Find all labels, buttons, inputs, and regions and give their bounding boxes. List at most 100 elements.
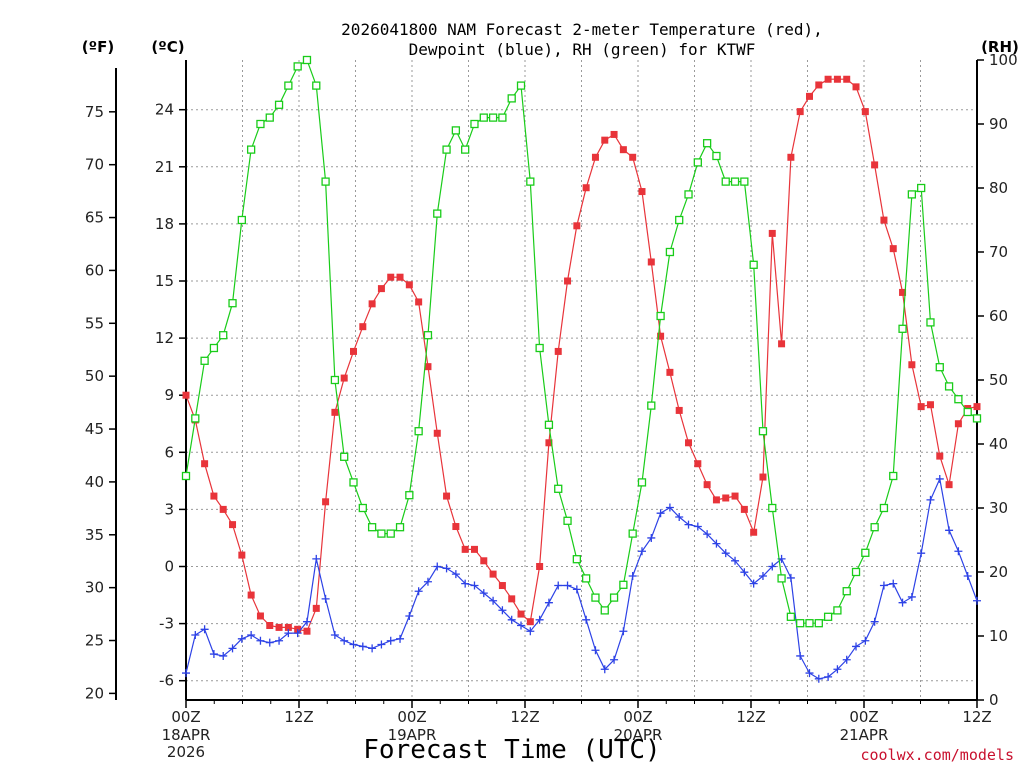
temperature-point <box>210 492 218 500</box>
rh-tick-label: 0 <box>989 691 999 709</box>
axes <box>115 60 978 701</box>
dewpoint-point <box>237 634 246 643</box>
rh-point <box>470 119 479 129</box>
x-tick-date: 18APR <box>162 726 211 744</box>
x-tick-label: 00Z <box>397 708 426 726</box>
rh-tick-label: 90 <box>989 115 1008 133</box>
celsius-tick-label: 12 <box>155 329 174 347</box>
fahrenheit-tick-label: 35 <box>85 526 104 544</box>
temperature-point <box>647 258 655 266</box>
rh-point <box>917 183 926 193</box>
dewpoint-point <box>796 651 805 660</box>
rh-point <box>563 516 572 525</box>
rh-point <box>675 215 684 225</box>
temperature-point <box>452 523 460 531</box>
dewpoint-point <box>945 526 954 535</box>
celsius-tick-label: -3 <box>159 615 174 633</box>
dewpoint-point <box>396 634 405 643</box>
temperature-point <box>712 496 720 504</box>
tick-labels: 24211815129630-3-67570656055504540353025… <box>85 51 1018 761</box>
rh-point <box>879 503 889 513</box>
rh-point <box>823 612 833 621</box>
dewpoint-point <box>628 572 637 581</box>
temperature-point <box>657 332 665 340</box>
temperature-point <box>685 439 693 447</box>
dewpoint-point <box>182 669 190 678</box>
rh-point <box>246 145 256 154</box>
temperature-point <box>619 146 627 154</box>
temperature-point <box>359 323 367 331</box>
temperature-point <box>340 374 348 382</box>
x-tick-date: 20APR <box>614 726 663 744</box>
celsius-tick-label: 24 <box>155 101 174 119</box>
dewpoint-point <box>191 631 200 640</box>
x-tick-label: 12Z <box>736 708 765 726</box>
dewpoint-point <box>907 592 916 601</box>
dewpoint-point <box>833 665 842 674</box>
rh-point <box>814 619 823 628</box>
rh-point <box>330 375 340 385</box>
temperature-point <box>889 245 897 253</box>
temperature-point <box>591 153 599 161</box>
dewpoint-point <box>591 646 600 655</box>
rh-point <box>498 113 507 122</box>
fahrenheit-tick-label: 50 <box>85 367 104 385</box>
rh-point <box>228 299 237 308</box>
rh-point <box>367 523 377 532</box>
temperature-point <box>266 622 274 630</box>
dewpoint-point <box>758 572 767 581</box>
temperature-point <box>219 505 227 513</box>
rh-point <box>302 55 312 65</box>
x-tick-year: 2026 <box>167 743 205 761</box>
temperature-point <box>973 403 981 411</box>
rh-point <box>358 503 367 513</box>
rh-point <box>451 126 461 135</box>
temperature-point <box>368 300 376 308</box>
rh-point <box>442 145 451 154</box>
rh-point <box>944 382 954 391</box>
dewpoint-point <box>572 585 581 594</box>
temperature-point <box>247 591 255 599</box>
dewpoint-point <box>507 615 516 624</box>
rh-point <box>693 158 702 167</box>
dewpoint-point <box>973 596 981 605</box>
temperature-point <box>787 153 795 161</box>
temperature-point <box>461 545 469 553</box>
temperature-point <box>768 229 776 237</box>
fahrenheit-unit-label: (ºF) <box>82 38 114 56</box>
x-tick-label: 00Z <box>849 708 878 726</box>
chart-title-line2: Dewpoint (blue), RH (green) for KTWF <box>409 40 756 59</box>
temperature-point <box>843 75 851 83</box>
temperature-point <box>908 361 916 369</box>
rh-point <box>889 471 898 481</box>
temperature-point <box>899 288 907 296</box>
celsius-tick-label: 15 <box>155 272 174 290</box>
rh-tick-label: 30 <box>989 499 1008 517</box>
dewpoint-point <box>544 598 553 607</box>
rh-point <box>861 548 870 557</box>
dewpoint-point <box>526 627 535 636</box>
rh-tick-label: 50 <box>989 371 1008 389</box>
temperature-point <box>238 551 246 559</box>
temperature-point <box>564 277 572 285</box>
fahrenheit-tick-label: 60 <box>85 261 104 279</box>
temperature-point <box>629 153 637 161</box>
temperature-point <box>917 403 925 411</box>
rh-point <box>321 177 330 186</box>
celsius-tick-label: 21 <box>155 158 174 176</box>
dewpoint-point <box>879 581 888 590</box>
dewpoint-point <box>610 655 619 664</box>
x-tick-label: 12Z <box>510 708 539 726</box>
dewpoint-point <box>265 638 274 647</box>
dewpoint-point <box>712 539 721 548</box>
temperature-point <box>396 273 404 281</box>
temperature-point <box>936 452 944 460</box>
temperature-point <box>470 545 478 553</box>
celsius-tick-label: 3 <box>164 500 174 518</box>
rh-point <box>777 574 786 583</box>
temperature-point <box>377 285 385 293</box>
temperature-point <box>759 473 767 481</box>
temperature-point <box>284 623 292 631</box>
dewpoint-point <box>917 549 926 558</box>
dewpoint-point <box>600 665 609 674</box>
